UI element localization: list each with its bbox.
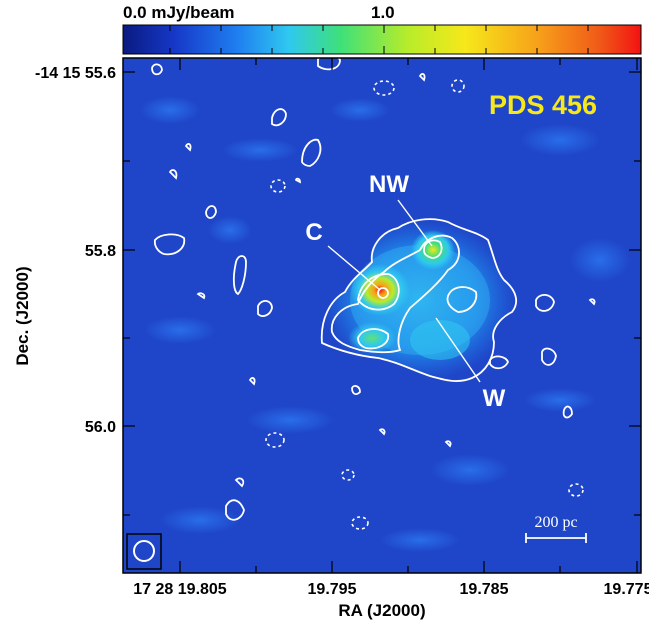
label-nw: NW: [369, 171, 409, 198]
scale-bar-label: 200 pc: [534, 514, 577, 531]
contours: [151, 58, 596, 521]
colorbar: 0.0 mJy/beam 1.0: [122, 3, 642, 55]
contour-mid: [330, 234, 460, 354]
annotations: NW C W PDS 456: [305, 90, 597, 412]
label-c: C: [305, 219, 322, 246]
pointer-w: [435, 317, 481, 383]
plot-frame: [122, 57, 642, 574]
contour-w-knot: [446, 286, 478, 313]
y-tick-label: -14 15 55.6: [35, 65, 116, 82]
x-tick-label: 19.785: [460, 581, 509, 598]
colorbar-gradient: [122, 24, 642, 55]
contour-c-inner: [357, 273, 400, 311]
noise-texture: [140, 96, 630, 552]
y-tick-label: 56.0: [85, 419, 116, 436]
y-axis-label: Dec. (J2000): [13, 266, 32, 365]
x-tick-labels: 17 28 19.805 19.795 19.785 19.775: [133, 581, 649, 598]
x-tick-label: 17 28 19.805: [133, 581, 227, 598]
axis-ticks: [123, 58, 641, 573]
beam-ellipse: [133, 540, 155, 562]
contour-c-core: [377, 287, 389, 299]
scale-bar: 200 pc: [525, 514, 587, 543]
y-tick-labels: -14 15 55.6 55.8 56.0: [35, 65, 116, 436]
colorbar-label-high: 1.0: [371, 3, 395, 22]
pointer-nw: [397, 199, 433, 247]
beam-box: [126, 533, 162, 570]
pointer-c: [327, 245, 381, 291]
contour-green: [357, 328, 390, 350]
x-tick-label: 19.775: [604, 581, 649, 598]
y-tick-label: 55.8: [85, 243, 116, 260]
x-tick-label: 19.795: [308, 581, 357, 598]
target-name: PDS 456: [489, 90, 597, 120]
x-axis-label: RA (J2000): [338, 601, 425, 620]
label-w: W: [483, 385, 506, 412]
negative-contours: [265, 79, 584, 530]
colorbar-label-low: 0.0 mJy/beam: [123, 3, 235, 22]
image-panel: NW C W PDS 456 200 pc: [122, 57, 642, 574]
contour-outer: [320, 218, 518, 382]
